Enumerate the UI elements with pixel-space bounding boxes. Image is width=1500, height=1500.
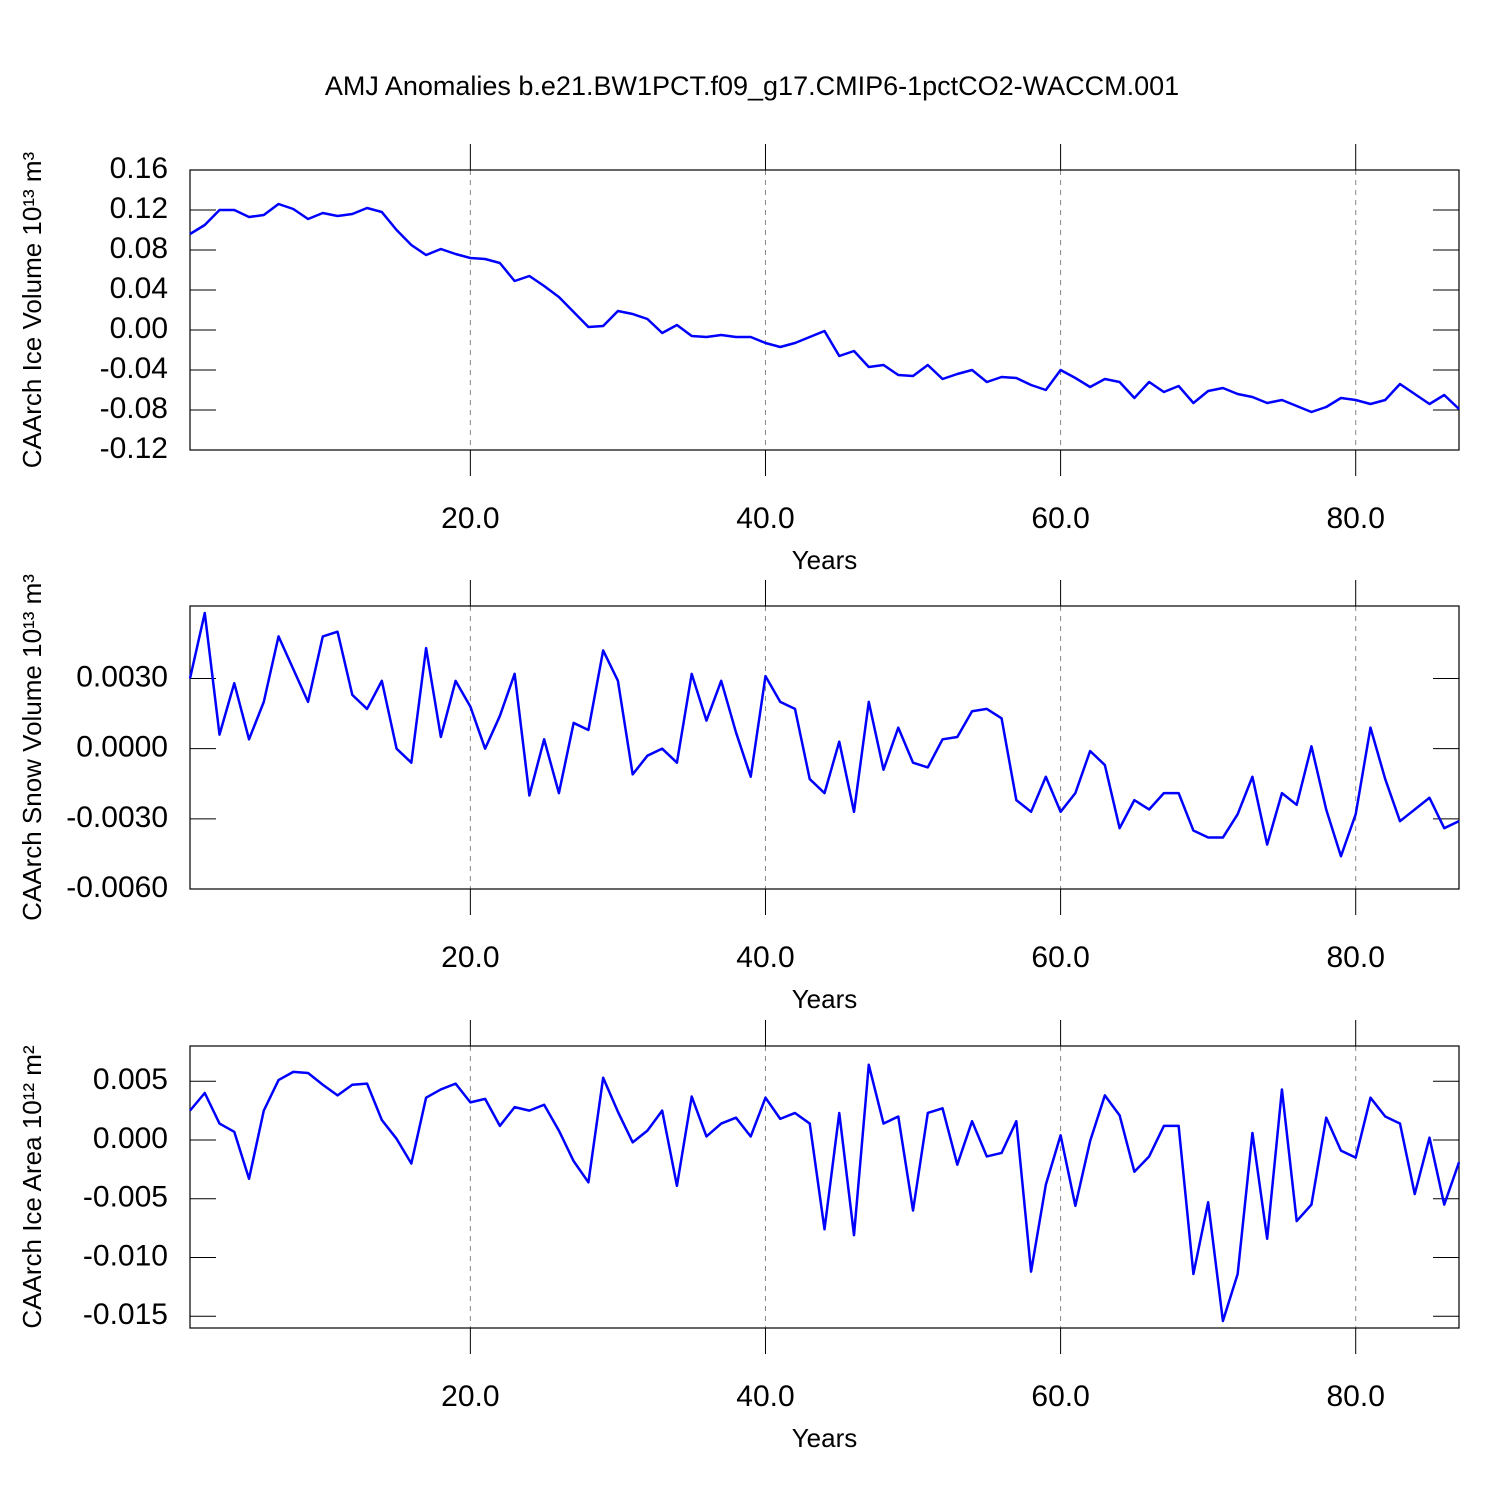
y-tick-label: 0.0000 — [76, 731, 168, 764]
x-axis-label: Years — [792, 1423, 858, 1453]
y-tick-label: -0.0030 — [66, 801, 168, 834]
x-tick-label: 40.0 — [736, 1380, 794, 1413]
x-tick-label: 60.0 — [1031, 502, 1089, 535]
x-tick-label: 20.0 — [441, 502, 499, 535]
data-line — [188, 611, 1460, 858]
y-tick-label: -0.0060 — [66, 871, 168, 904]
x-tick-label: 60.0 — [1031, 1380, 1089, 1413]
y-tick-label: -0.08 — [100, 392, 168, 425]
y-tick-label: 0.16 — [110, 152, 168, 185]
x-axis-label: Years — [792, 545, 858, 575]
y-tick-label: 0.0030 — [76, 660, 168, 693]
x-tick-label: 20.0 — [441, 941, 499, 974]
x-tick-label: 80.0 — [1327, 1380, 1385, 1413]
y-tick-label: -0.04 — [100, 352, 168, 385]
y-tick-label: 0.000 — [93, 1122, 168, 1155]
plot-frame — [189, 169, 1460, 451]
plot-frame — [189, 1045, 1460, 1329]
y-tick-label: -0.015 — [83, 1298, 168, 1331]
y-tick-label: 0.04 — [110, 272, 168, 305]
plot-frame — [189, 605, 1460, 890]
x-tick-label: 80.0 — [1327, 502, 1385, 535]
y-tick-label: -0.12 — [100, 432, 168, 465]
y-tick-label: 0.12 — [110, 192, 168, 225]
y-axis-label: CAArch Ice Area 10¹² m² — [17, 1045, 47, 1329]
x-tick-label: 40.0 — [736, 941, 794, 974]
data-line — [189, 1063, 1461, 1323]
x-tick-label: 20.0 — [441, 1380, 499, 1413]
figure-title: AMJ Anomalies b.e21.BW1PCT.f09_g17.CMIP6… — [325, 71, 1179, 101]
data-line — [189, 202, 1460, 414]
y-tick-label: -0.010 — [83, 1239, 168, 1272]
y-tick-label: 0.08 — [110, 232, 168, 265]
y-tick-label: 0.005 — [93, 1063, 168, 1096]
x-axis-label: Years — [792, 984, 858, 1014]
x-tick-label: 40.0 — [736, 502, 794, 535]
y-tick-label: -0.005 — [83, 1181, 168, 1214]
y-axis-label: CAArch Snow Volume 10¹³ m³ — [17, 574, 47, 921]
y-axis-label: CAArch Ice Volume 10¹³ m³ — [17, 151, 47, 468]
y-tick-label: 0.00 — [110, 312, 168, 345]
x-tick-label: 80.0 — [1327, 941, 1385, 974]
x-tick-label: 60.0 — [1031, 941, 1089, 974]
